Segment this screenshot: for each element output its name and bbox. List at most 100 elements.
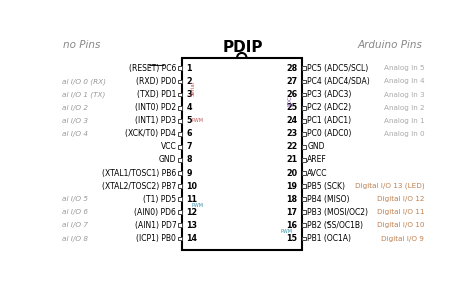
Text: 17: 17 — [286, 208, 297, 217]
Text: PC2 (ADC2): PC2 (ADC2) — [307, 103, 351, 112]
Text: PC3 (ADC3): PC3 (ADC3) — [307, 90, 352, 99]
Text: al I/O 7: al I/O 7 — [62, 222, 88, 228]
Text: (RESET) PC6: (RESET) PC6 — [129, 64, 176, 73]
Bar — [302, 93, 306, 96]
Text: 8: 8 — [186, 155, 192, 164]
Text: 27: 27 — [286, 77, 297, 86]
Text: Analog In 1: Analog In 1 — [383, 118, 424, 124]
Text: (XTAL1/TOSC1) PB6: (XTAL1/TOSC1) PB6 — [102, 169, 176, 178]
Text: PC5 (ADC5/SCL): PC5 (ADC5/SCL) — [307, 64, 368, 73]
Bar — [178, 66, 182, 70]
Bar — [178, 224, 182, 227]
Text: Digital I/O 10: Digital I/O 10 — [377, 222, 424, 228]
Bar — [302, 80, 306, 83]
Bar — [293, 223, 301, 241]
Text: AVCC: AVCC — [307, 169, 328, 178]
Bar — [302, 237, 306, 240]
Text: GND: GND — [159, 155, 176, 164]
Text: Digital I/O 9: Digital I/O 9 — [382, 236, 424, 242]
Bar — [182, 58, 302, 250]
Text: al I/O 0 (RX): al I/O 0 (RX) — [62, 78, 106, 85]
Bar — [178, 145, 182, 149]
Text: (INT1) PD3: (INT1) PD3 — [135, 116, 176, 125]
Text: PC0 (ADC0): PC0 (ADC0) — [307, 129, 352, 138]
Text: 20: 20 — [286, 169, 297, 178]
Text: (XCK/T0) PD4: (XCK/T0) PD4 — [126, 129, 176, 138]
Text: (RXD) PD0: (RXD) PD0 — [136, 77, 176, 86]
Text: Serial: Serial — [191, 80, 196, 95]
Text: PB4 (MISO): PB4 (MISO) — [307, 195, 350, 204]
Bar — [302, 184, 306, 188]
Bar — [178, 171, 182, 175]
Text: Analog In 3: Analog In 3 — [383, 92, 424, 98]
Text: al I/O 6: al I/O 6 — [62, 209, 88, 215]
Text: 5: 5 — [186, 116, 192, 125]
Text: al I/O 8: al I/O 8 — [62, 236, 88, 242]
Text: PWM: PWM — [191, 118, 203, 123]
Bar — [178, 93, 182, 96]
Bar — [302, 132, 306, 136]
Text: al I/O 1 (TX): al I/O 1 (TX) — [62, 91, 105, 98]
Text: 1: 1 — [186, 64, 192, 73]
Text: PB3 (MOSI/OC2): PB3 (MOSI/OC2) — [307, 208, 368, 217]
Text: 25: 25 — [286, 103, 297, 112]
Bar — [302, 145, 306, 149]
Text: (INT0) PD2: (INT0) PD2 — [135, 103, 176, 112]
Bar — [293, 66, 301, 136]
Text: Digital I/O 11: Digital I/O 11 — [377, 209, 424, 215]
Text: 21: 21 — [286, 155, 297, 164]
Text: 11: 11 — [186, 195, 197, 204]
Text: 22: 22 — [286, 142, 297, 152]
Text: 14: 14 — [186, 234, 197, 243]
Text: Analog In 2: Analog In 2 — [383, 105, 424, 111]
Text: (AIN1) PD7: (AIN1) PD7 — [135, 221, 176, 230]
Text: PB5 (SCK): PB5 (SCK) — [307, 182, 345, 191]
Bar — [178, 106, 182, 110]
Text: 15: 15 — [286, 234, 297, 243]
Text: 6: 6 — [186, 129, 192, 138]
Bar — [302, 171, 306, 175]
Text: Digital I/O 13 (LED): Digital I/O 13 (LED) — [355, 183, 424, 189]
Text: AREF: AREF — [307, 155, 327, 164]
Bar — [178, 132, 182, 136]
Bar — [302, 106, 306, 110]
Bar — [182, 119, 190, 123]
Bar — [178, 119, 182, 123]
Text: al I/O 5: al I/O 5 — [62, 196, 88, 202]
Bar — [178, 210, 182, 214]
Bar — [302, 66, 306, 70]
Bar — [302, 119, 306, 123]
Text: 18: 18 — [286, 195, 297, 204]
Text: Arduino Pins: Arduino Pins — [358, 40, 423, 50]
Bar — [178, 184, 182, 188]
Bar — [178, 197, 182, 201]
Text: (ICP1) PB0: (ICP1) PB0 — [137, 234, 176, 243]
Text: PC4 (ADC4/SDA): PC4 (ADC4/SDA) — [307, 77, 370, 86]
Text: (AIN0) PD6: (AIN0) PD6 — [135, 208, 176, 217]
Text: ADC: ADC — [288, 95, 292, 107]
Text: 10: 10 — [186, 182, 197, 191]
Text: (T1) PD5: (T1) PD5 — [143, 195, 176, 204]
Text: 16: 16 — [286, 221, 297, 230]
Text: Analog In 5: Analog In 5 — [383, 65, 424, 71]
Text: 7: 7 — [186, 142, 192, 152]
Text: 19: 19 — [286, 182, 297, 191]
Text: GND: GND — [307, 142, 325, 152]
Text: Analog In 4: Analog In 4 — [383, 78, 424, 84]
Text: 13: 13 — [186, 221, 197, 230]
Text: 24: 24 — [286, 116, 297, 125]
Text: PB1 (OC1A): PB1 (OC1A) — [307, 234, 351, 243]
Text: PC1 (ADC1): PC1 (ADC1) — [307, 116, 351, 125]
Text: Digital I/O 12: Digital I/O 12 — [377, 196, 424, 202]
Bar — [182, 196, 190, 215]
Text: PWM: PWM — [281, 230, 292, 235]
Text: 12: 12 — [186, 208, 198, 217]
Text: PB2 (SS/OC1B): PB2 (SS/OC1B) — [307, 221, 363, 230]
Text: al I/O 2: al I/O 2 — [62, 105, 88, 111]
Bar — [178, 158, 182, 162]
Text: VCC: VCC — [161, 142, 176, 152]
Text: PDIP: PDIP — [223, 40, 263, 55]
Bar — [302, 158, 306, 162]
Text: PWM: PWM — [191, 203, 203, 208]
Text: 26: 26 — [286, 90, 297, 99]
